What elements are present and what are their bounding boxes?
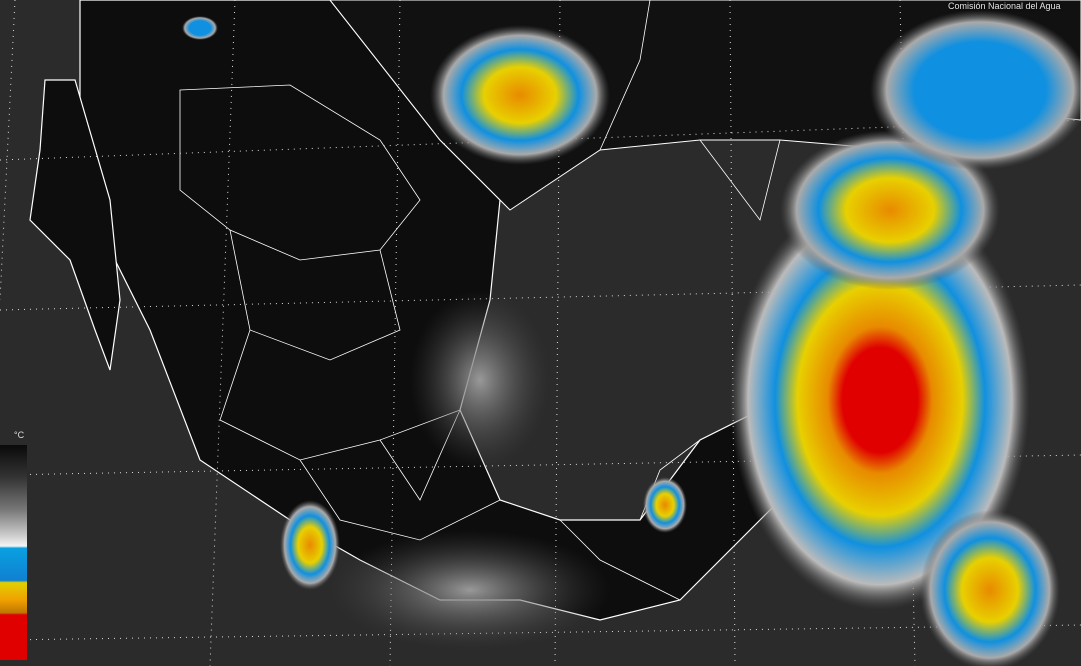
credit-text: Comisión Nacional del Agua (948, 1, 1061, 11)
temperature-color-scale (0, 445, 27, 660)
legend-unit: °C (14, 430, 25, 440)
state-borders (179, 0, 781, 601)
cloud-systems (182, 10, 1081, 666)
baja-california (29, 79, 121, 371)
